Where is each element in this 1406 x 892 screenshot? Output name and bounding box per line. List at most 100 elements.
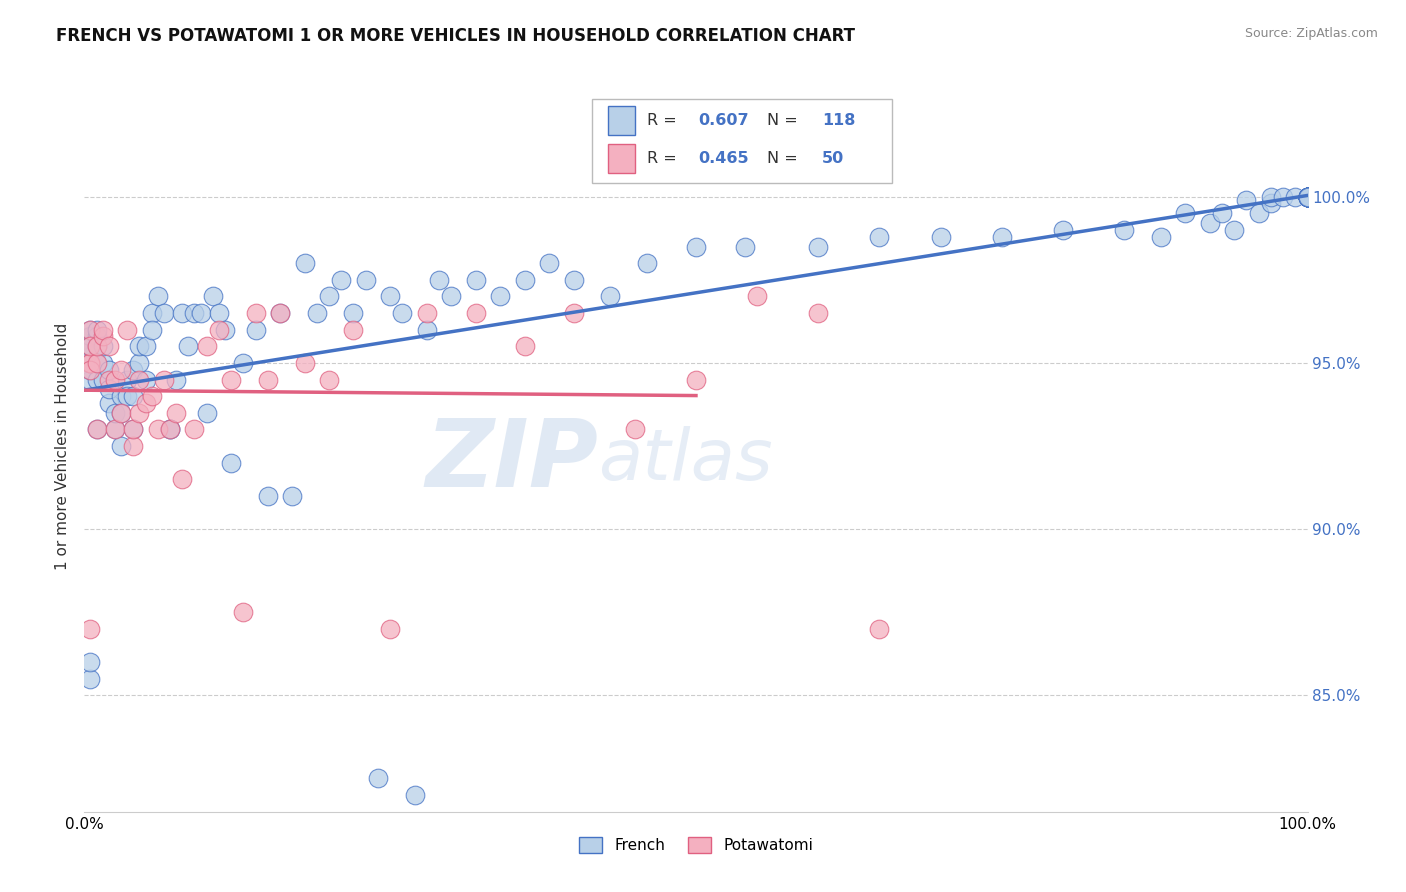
Point: [86, 339, 108, 353]
Point: [91, 356, 114, 370]
Point: [86, 329, 108, 343]
Point: [1211, 206, 1233, 220]
Point: [122, 422, 145, 436]
Point: [1296, 189, 1319, 203]
Point: [79, 672, 101, 686]
Point: [208, 306, 231, 320]
Point: [1198, 216, 1220, 230]
Point: [79, 356, 101, 370]
Point: [91, 339, 114, 353]
Point: [79, 362, 101, 376]
Point: [79, 339, 101, 353]
Point: [245, 323, 267, 337]
Point: [269, 306, 291, 320]
Point: [1296, 189, 1319, 203]
Point: [122, 362, 145, 376]
Point: [1223, 223, 1246, 237]
Point: [391, 306, 413, 320]
Point: [165, 406, 187, 420]
Point: [1150, 229, 1173, 244]
Point: [79, 356, 101, 370]
Point: [79, 655, 101, 669]
Point: [427, 273, 450, 287]
Point: [86, 323, 108, 337]
Point: [1296, 189, 1319, 203]
Point: [294, 256, 316, 270]
Point: [110, 439, 132, 453]
Point: [141, 306, 163, 320]
Point: [141, 323, 163, 337]
Point: [685, 372, 707, 386]
Point: [86, 372, 108, 386]
Point: [416, 306, 439, 320]
Point: [135, 396, 157, 410]
Text: atlas: atlas: [598, 426, 773, 495]
Point: [281, 489, 304, 503]
Text: FRENCH VS POTAWATOMI 1 OR MORE VEHICLES IN HOUSEHOLD CORRELATION CHART: FRENCH VS POTAWATOMI 1 OR MORE VEHICLES …: [56, 27, 855, 45]
Point: [195, 406, 218, 420]
Point: [86, 422, 108, 436]
FancyBboxPatch shape: [607, 144, 636, 173]
Point: [172, 306, 194, 320]
Point: [1284, 189, 1306, 203]
Text: 50: 50: [823, 151, 844, 166]
Point: [1296, 189, 1319, 203]
Point: [562, 306, 585, 320]
Point: [141, 389, 163, 403]
Point: [342, 323, 364, 337]
Point: [122, 439, 145, 453]
Point: [86, 356, 108, 370]
Point: [1114, 223, 1136, 237]
Point: [245, 306, 267, 320]
Point: [172, 472, 194, 486]
Point: [1272, 189, 1295, 203]
Point: [208, 323, 231, 337]
Point: [153, 372, 176, 386]
Point: [538, 256, 561, 270]
Point: [153, 306, 176, 320]
Point: [91, 329, 114, 343]
Point: [1296, 189, 1319, 203]
Point: [159, 422, 181, 436]
Point: [416, 323, 439, 337]
Point: [214, 323, 236, 337]
Point: [110, 406, 132, 420]
Point: [1296, 189, 1319, 203]
Point: [636, 256, 658, 270]
Point: [1296, 189, 1319, 203]
Legend: French, Potawatomi: French, Potawatomi: [572, 830, 820, 859]
Point: [86, 422, 108, 436]
Point: [1296, 189, 1319, 203]
Point: [342, 306, 364, 320]
Point: [869, 229, 891, 244]
Point: [190, 306, 212, 320]
Point: [807, 306, 830, 320]
Point: [128, 372, 150, 386]
Point: [1052, 223, 1074, 237]
Point: [86, 339, 108, 353]
Text: N =: N =: [766, 151, 803, 166]
Point: [305, 306, 328, 320]
Point: [1247, 206, 1270, 220]
Point: [128, 339, 150, 353]
Point: [86, 339, 108, 353]
Point: [183, 306, 205, 320]
Text: 0.607: 0.607: [699, 113, 749, 128]
Point: [1296, 189, 1319, 203]
Point: [330, 273, 353, 287]
Point: [1296, 189, 1319, 203]
Point: [110, 389, 132, 403]
Point: [440, 289, 463, 303]
Point: [195, 339, 218, 353]
Point: [146, 422, 169, 436]
Point: [128, 406, 150, 420]
Text: N =: N =: [766, 113, 803, 128]
Point: [165, 372, 187, 386]
Point: [79, 356, 101, 370]
Point: [367, 772, 389, 786]
Point: [128, 356, 150, 370]
Point: [219, 372, 242, 386]
Point: [159, 422, 181, 436]
Point: [991, 229, 1014, 244]
Point: [257, 489, 280, 503]
